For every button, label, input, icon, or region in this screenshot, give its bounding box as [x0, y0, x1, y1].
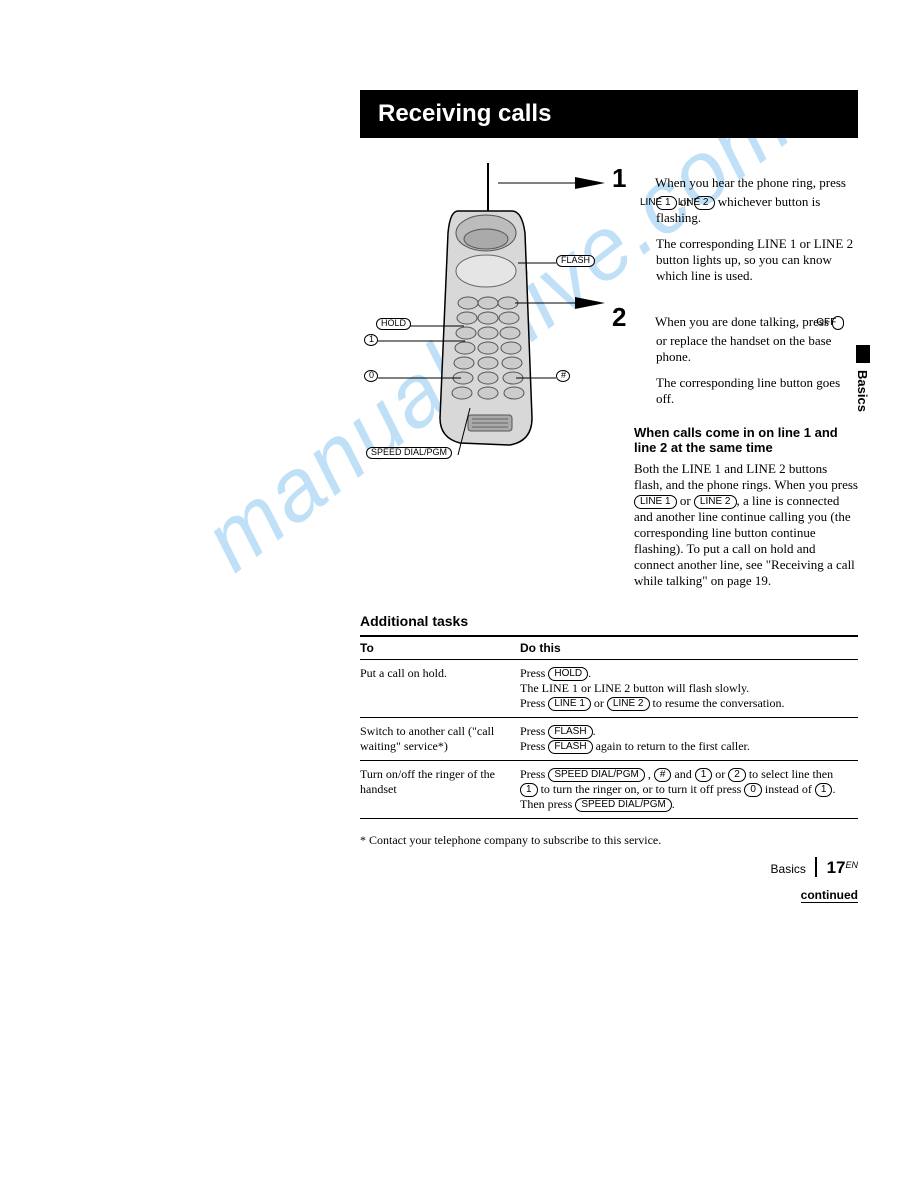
r2d5: to select line then: [746, 767, 833, 781]
continued-label: continued: [801, 888, 858, 903]
simul-body: Both the LINE 1 and LINE 2 buttons flash…: [634, 461, 858, 589]
page-content: Receiving calls: [0, 0, 918, 903]
r1d1: Press: [520, 724, 548, 738]
table-row: Turn on/off the ringer of the handset Pr…: [360, 761, 858, 819]
page-footer: Basics 17EN: [771, 857, 858, 878]
step-1-text-a: When you hear the phone ring, press: [655, 175, 846, 190]
r1d2: .: [593, 724, 596, 738]
simul-heading: When calls come in on line 1 and line 2 …: [634, 425, 858, 455]
tasks-table: To Do this Put a call on hold. Press HOL…: [360, 635, 858, 819]
btn-line2: LINE 2: [694, 196, 715, 210]
btn-flash: FLASH: [548, 725, 592, 739]
r0d6: to resume the conversation.: [650, 696, 785, 710]
footer-sup: EN: [845, 860, 858, 870]
r2d2: ,: [645, 767, 654, 781]
step-2: 2 When you are done talking, press OFF o…: [634, 302, 858, 407]
simul-t1: Both the LINE 1 and LINE 2 buttons flash…: [634, 461, 858, 492]
btn-one-b: 1: [520, 783, 538, 797]
r2d3: and: [671, 767, 694, 781]
r2d7: instead of: [762, 782, 815, 796]
task-do-2: Press FLASH. Press FLASH again to return…: [520, 718, 858, 761]
r2d4: or: [712, 767, 728, 781]
r1d3: Press: [520, 739, 548, 753]
btn-line2-b: LINE 2: [694, 495, 737, 509]
page-title-bar: Receiving calls: [360, 90, 858, 138]
table-row: Switch to another call ("call waiting" s…: [360, 718, 858, 761]
btn-off: OFF: [832, 316, 844, 330]
side-tab-marker: [856, 345, 870, 363]
btn-two: 2: [728, 768, 746, 782]
footnote: * Contact your telephone company to subs…: [360, 833, 858, 848]
table-header-row: To Do this: [360, 636, 858, 660]
step-1-number: 1: [634, 163, 652, 194]
step-1-para2: The corresponding LINE 1 or LINE 2 butto…: [656, 236, 858, 284]
callout-flash: FLASH: [556, 255, 595, 267]
r2d6: to turn the ringer on, or to turn it off…: [538, 782, 745, 796]
step-2-para2: The corresponding line button goes off.: [656, 375, 858, 407]
btn-speed: SPEED DIAL/PGM: [548, 768, 644, 782]
callout-zero: 0: [364, 370, 378, 382]
r2d1: Press: [520, 767, 548, 781]
task-do-3: Press SPEED DIAL/PGM , # and 1 or 2 to s…: [520, 761, 858, 819]
footer-page-number: 17: [827, 858, 846, 877]
btn-hold: HOLD: [548, 667, 588, 681]
r0d3: The LINE 1 or LINE 2 button will flash s…: [520, 681, 749, 695]
steps-column: 1 When you hear the phone ring, press LI…: [634, 163, 858, 589]
task-to-1: Put a call on hold.: [360, 660, 520, 718]
callout-hold: HOLD: [376, 318, 411, 330]
btn-line2-c: LINE 2: [607, 697, 650, 711]
step-2-text-a: When you are done talking, press: [655, 314, 832, 329]
step-2-number: 2: [634, 302, 652, 333]
btn-hash: #: [654, 768, 672, 782]
r0d5: or: [591, 696, 607, 710]
callout-hash: #: [556, 370, 570, 382]
simultaneous-calls: When calls come in on line 1 and line 2 …: [634, 425, 858, 589]
r1d4: again to return to the first caller.: [593, 739, 750, 753]
btn-line1-b: LINE 1: [634, 495, 677, 509]
btn-one-c: 1: [815, 783, 833, 797]
r0d1: Press: [520, 666, 548, 680]
btn-one: 1: [695, 768, 713, 782]
col-do: Do this: [520, 636, 858, 660]
footer-section: Basics: [771, 862, 806, 876]
col-to: To: [360, 636, 520, 660]
step-1: 1 When you hear the phone ring, press LI…: [634, 163, 858, 284]
footer-divider: [815, 857, 817, 877]
task-to-3: Turn on/off the ringer of the handset: [360, 761, 520, 819]
r2d9: .: [672, 797, 675, 811]
btn-line1: LINE 1: [656, 196, 677, 210]
r0d4: Press: [520, 696, 548, 710]
phone-diagram: FLASH HOLD 1 0 # SPEED DIAL/PGM: [360, 163, 610, 589]
r0d2: .: [588, 666, 591, 680]
side-tab-label: Basics: [855, 370, 870, 412]
additional-tasks-heading: Additional tasks: [360, 613, 858, 629]
main-columns: FLASH HOLD 1 0 # SPEED DIAL/PGM 1 When y…: [360, 163, 858, 589]
table-row: Put a call on hold. Press HOLD. The LINE…: [360, 660, 858, 718]
callout-speed: SPEED DIAL/PGM: [366, 447, 452, 459]
btn-speed-b: SPEED DIAL/PGM: [575, 798, 671, 812]
callout-one: 1: [364, 334, 378, 346]
btn-line1-c: LINE 1: [548, 697, 591, 711]
task-to-2: Switch to another call ("call waiting" s…: [360, 718, 520, 761]
step-2-text-b: or replace the handset on the base phone…: [656, 333, 831, 364]
btn-zero: 0: [744, 783, 762, 797]
task-do-1: Press HOLD. The LINE 1 or LINE 2 button …: [520, 660, 858, 718]
btn-flash-b: FLASH: [548, 740, 592, 754]
simul-t2: or: [677, 493, 694, 508]
